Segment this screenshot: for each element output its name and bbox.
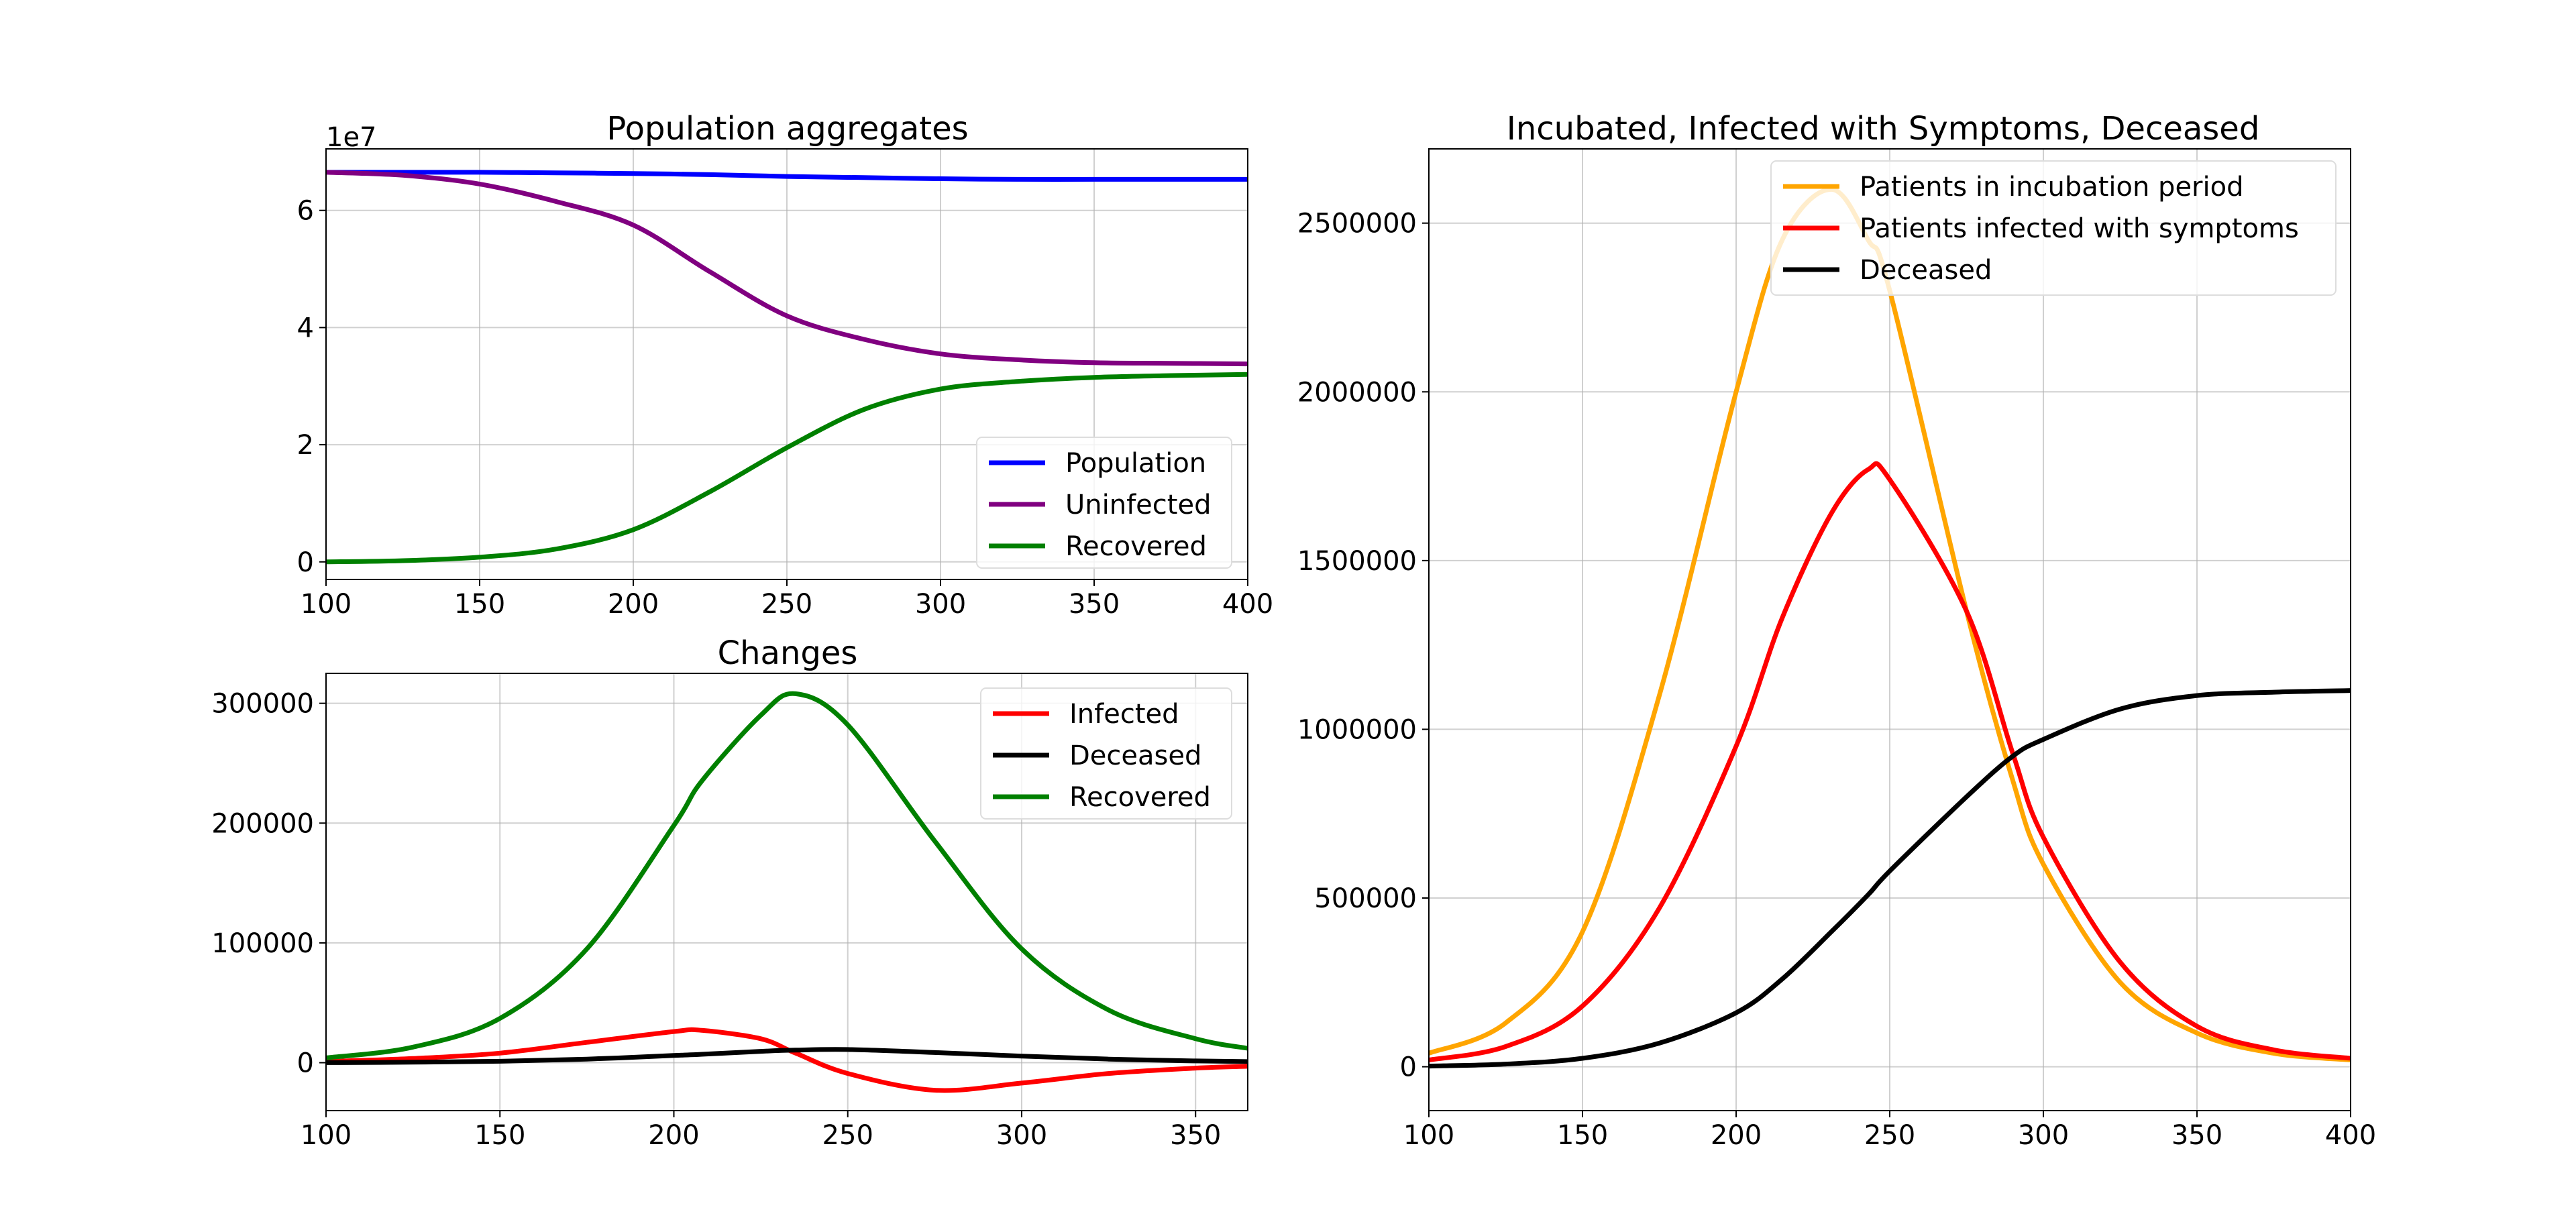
changes-xtick-label: 300 bbox=[996, 1120, 1047, 1151]
changes-axes-frame bbox=[325, 673, 1248, 1111]
incubated-legend-label: Patients in incubation period bbox=[1860, 172, 2243, 203]
incubated-xtick-label: 400 bbox=[2325, 1120, 2376, 1151]
incubated-ytick-label: 500000 bbox=[1314, 883, 1417, 914]
incubated-legend-label: Deceased bbox=[1860, 255, 1992, 286]
changes-legend-label: Recovered bbox=[1069, 782, 1211, 813]
aggregates-legend-label: Recovered bbox=[1065, 531, 1207, 562]
changes-ytick-label: 0 bbox=[297, 1048, 314, 1079]
incubated-xtick-label: 350 bbox=[2171, 1120, 2222, 1151]
panel-aggregates: Population aggregates 1e7 100 150 200 250 30… bbox=[297, 110, 1274, 620]
aggregates-xtick-label: 150 bbox=[454, 589, 505, 620]
changes-ytick-label: 300000 bbox=[211, 689, 314, 720]
aggregates-xtick-label: 300 bbox=[915, 589, 966, 620]
changes-legend-label: Deceased bbox=[1069, 740, 1201, 771]
incubated-xtick-label: 150 bbox=[1557, 1120, 1608, 1151]
incubated-plot-area: 100 150 200 250 300 350 400 0 500000 1000000 15000… bbox=[1297, 148, 2376, 1151]
incubated-xtick-label: 200 bbox=[1711, 1120, 1762, 1151]
incubated-ytick-label: 2500000 bbox=[1297, 209, 1417, 239]
changes-series-infected bbox=[326, 1027, 1248, 1093]
aggregates-legend-label: Uninfected bbox=[1065, 490, 1211, 520]
aggregates-xtick-label: 100 bbox=[301, 589, 352, 620]
changes-ytick-label: 100000 bbox=[211, 928, 314, 959]
changes-xtick-label: 200 bbox=[648, 1120, 699, 1151]
changes-series-deceased bbox=[326, 1047, 1248, 1065]
changes-title: Changes bbox=[718, 634, 858, 672]
aggregates-title: Population aggregates bbox=[606, 110, 968, 148]
panel-changes: Changes 100 150 200 250 300 350 0 100000 200000 3… bbox=[211, 634, 1248, 1151]
changes-xtick-label: 100 bbox=[301, 1120, 352, 1151]
incubated-xtick-label: 250 bbox=[1864, 1120, 1915, 1151]
aggregates-ytick-label: 2 bbox=[297, 430, 314, 461]
changes-ytick-label: 200000 bbox=[211, 808, 314, 839]
aggregates-ytick-label: 6 bbox=[297, 196, 314, 227]
changes-legend-label: Infected bbox=[1069, 699, 1179, 730]
aggregates-xtick-label: 250 bbox=[761, 589, 812, 620]
aggregates-xtick-label: 400 bbox=[1222, 589, 1273, 620]
incubated-ytick-label: 0 bbox=[1400, 1052, 1417, 1083]
panel-incubated: Incubated, Infected with Symptoms, Decea… bbox=[1297, 110, 2376, 1151]
changes-legend: Infected Deceased Recovered bbox=[980, 687, 1232, 820]
incubated-series-patients-infected-with-symptoms bbox=[1429, 461, 2351, 1062]
incubated-xtick-label: 100 bbox=[1403, 1120, 1454, 1151]
aggregates-legend-label: Population bbox=[1065, 448, 1206, 479]
incubated-ytick-label: 1500000 bbox=[1297, 546, 1417, 577]
aggregates-xtick-label: 200 bbox=[608, 589, 659, 620]
aggregates-series-recovered bbox=[326, 372, 1248, 565]
incubated-ytick-label: 1000000 bbox=[1297, 714, 1417, 745]
aggregates-series-uninfected bbox=[326, 170, 1248, 367]
aggregates-series-population bbox=[326, 170, 1248, 182]
aggregates-offset-label: 1e7 bbox=[326, 122, 377, 153]
changes-xtick-label: 350 bbox=[1170, 1120, 1221, 1151]
aggregates-xtick-label: 350 bbox=[1069, 589, 1120, 620]
incubated-xtick-label: 300 bbox=[2018, 1120, 2069, 1151]
incubated-legend-label: Patients infected with symptoms bbox=[1860, 213, 2299, 244]
aggregates-legend: Population Uninfected Recovered bbox=[976, 437, 1232, 569]
incubated-ytick-label: 2000000 bbox=[1297, 377, 1417, 408]
changes-series-recovered bbox=[326, 691, 1248, 1060]
changes-plot-area: 100 150 200 250 300 350 0 100000 200000 300000 Inf… bbox=[211, 673, 1248, 1151]
changes-xtick-label: 150 bbox=[474, 1120, 525, 1151]
incubated-legend: Patients in incubation period Patients in… bbox=[1770, 160, 2337, 296]
aggregates-plot-area: 100 150 200 250 300 350 400 0 2 4 6 Population Uninf… bbox=[297, 148, 1273, 620]
aggregates-ytick-label: 0 bbox=[297, 547, 314, 578]
incubated-title: Incubated, Infected with Symptoms, Decea… bbox=[1507, 110, 2260, 148]
changes-xtick-label: 250 bbox=[822, 1120, 873, 1151]
incubated-series-deceased bbox=[1429, 688, 2351, 1069]
aggregates-ytick-label: 4 bbox=[297, 313, 314, 343]
